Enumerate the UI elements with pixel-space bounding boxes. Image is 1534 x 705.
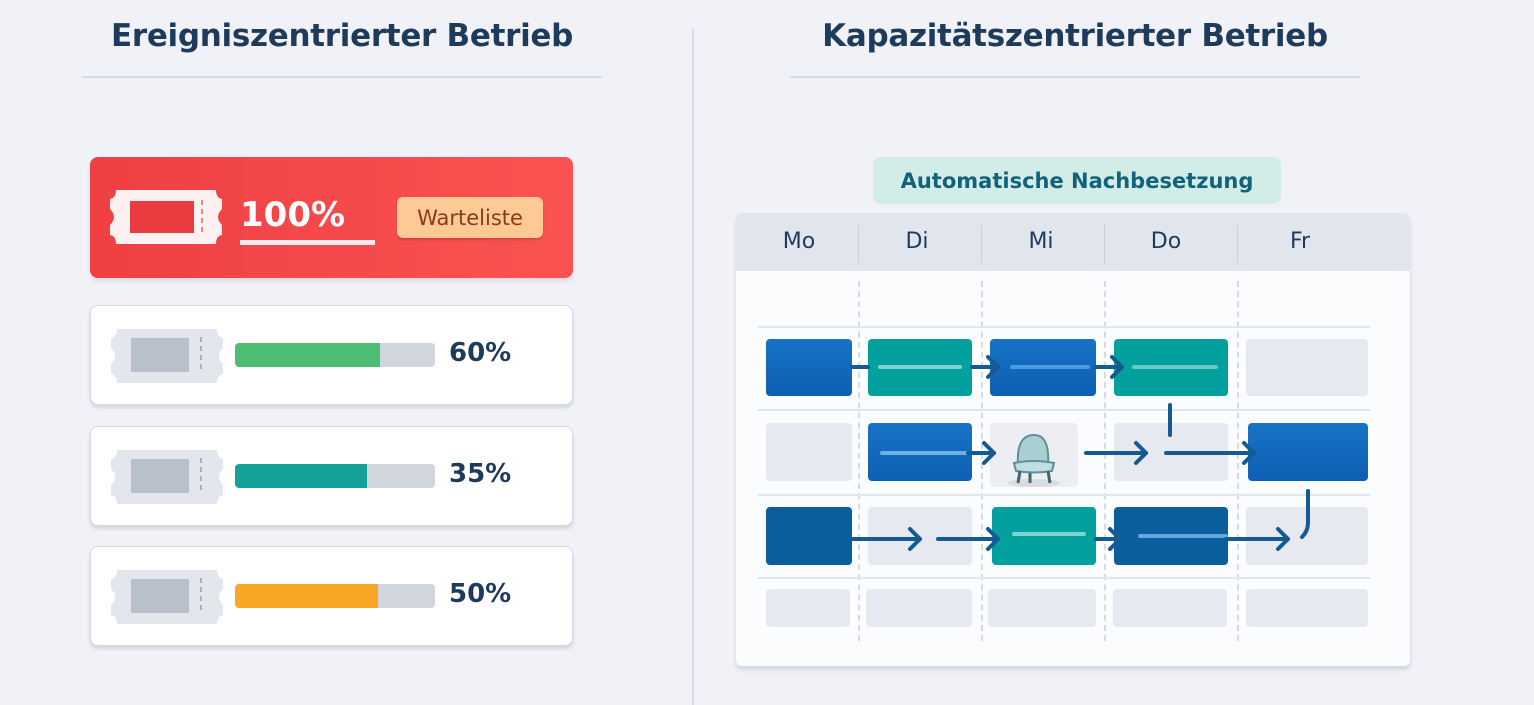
- ticket-icon: [111, 450, 223, 504]
- day-do: Do: [1150, 229, 1182, 254]
- slot-empty[interactable]: [868, 507, 972, 565]
- center-divider: [692, 28, 694, 705]
- occupancy-bar: [235, 343, 435, 367]
- slot-booked[interactable]: [990, 339, 1096, 396]
- occupancy-bar-fill: [235, 584, 378, 608]
- slot-empty[interactable]: [866, 589, 972, 627]
- slot-booked[interactable]: [1114, 507, 1228, 565]
- day-mi: Mi: [1028, 229, 1054, 254]
- event-card: 35%: [90, 426, 573, 526]
- ticket-icon: [111, 329, 223, 383]
- column-guide: [981, 281, 983, 641]
- left-title-rule: [82, 76, 602, 78]
- slot-empty[interactable]: [988, 589, 1096, 627]
- day-mo: Mo: [782, 229, 816, 254]
- column-guide: [858, 281, 860, 641]
- row-line: [758, 577, 1370, 579]
- row-line: [758, 326, 1370, 328]
- slot-refilled[interactable]: [868, 339, 972, 396]
- ticket-icon: [111, 570, 223, 624]
- left-title: Ereigniszentrierter Betrieb: [110, 18, 574, 54]
- occupancy-bar-fill: [235, 464, 367, 488]
- row-line: [758, 409, 1370, 411]
- event-card: 60%: [90, 305, 573, 405]
- event-card-full: 100% Warteliste: [90, 157, 573, 278]
- full-bar: [240, 240, 375, 245]
- day-di: Di: [905, 229, 929, 254]
- calendar-header: Mo Di Mi Do Fr: [736, 213, 1410, 271]
- weekly-calendar: Mo Di Mi Do Fr: [736, 213, 1410, 666]
- right-title-rule: [790, 76, 1360, 78]
- auto-refill-badge: Automatische Nachbesetzung: [873, 157, 1281, 204]
- occupancy-bar: [235, 584, 435, 608]
- slot-booked[interactable]: [766, 339, 852, 396]
- header-separator: [1237, 225, 1238, 263]
- slot-refilled[interactable]: [1114, 339, 1228, 396]
- ticket-icon: [110, 190, 222, 244]
- header-separator: [1104, 225, 1105, 263]
- chair-icon: [1008, 433, 1060, 487]
- slot-booked[interactable]: [868, 423, 972, 481]
- occupancy-percent: 50%: [449, 579, 512, 609]
- column-guide: [1104, 281, 1106, 641]
- occupancy-bar-fill: [235, 343, 380, 367]
- slot-refilled[interactable]: [992, 507, 1096, 565]
- occupancy-bar: [235, 464, 435, 488]
- header-separator: [858, 225, 859, 263]
- occupancy-percent: 60%: [449, 338, 512, 368]
- occupancy-percent: 35%: [449, 459, 512, 489]
- day-fr: Fr: [1289, 229, 1311, 254]
- slot-empty[interactable]: [766, 589, 850, 627]
- arrow-right-icon: [850, 355, 1310, 551]
- slot-empty[interactable]: [1246, 589, 1368, 627]
- slot-booked[interactable]: [766, 507, 852, 565]
- slot-empty[interactable]: [766, 423, 852, 481]
- event-card: 50%: [90, 546, 573, 646]
- row-line: [758, 494, 1370, 496]
- right-title: Kapazitätszentrierter Betrieb: [822, 18, 1328, 54]
- slot-booked[interactable]: [1248, 423, 1368, 481]
- header-separator: [981, 225, 982, 263]
- waitlist-badge[interactable]: Warteliste: [397, 197, 543, 238]
- slot-empty[interactable]: [1246, 339, 1368, 396]
- slot-empty[interactable]: [1113, 589, 1227, 627]
- column-guide: [1237, 281, 1239, 641]
- occupancy-percent: 100%: [240, 195, 346, 235]
- slot-open-seat[interactable]: [990, 423, 1078, 487]
